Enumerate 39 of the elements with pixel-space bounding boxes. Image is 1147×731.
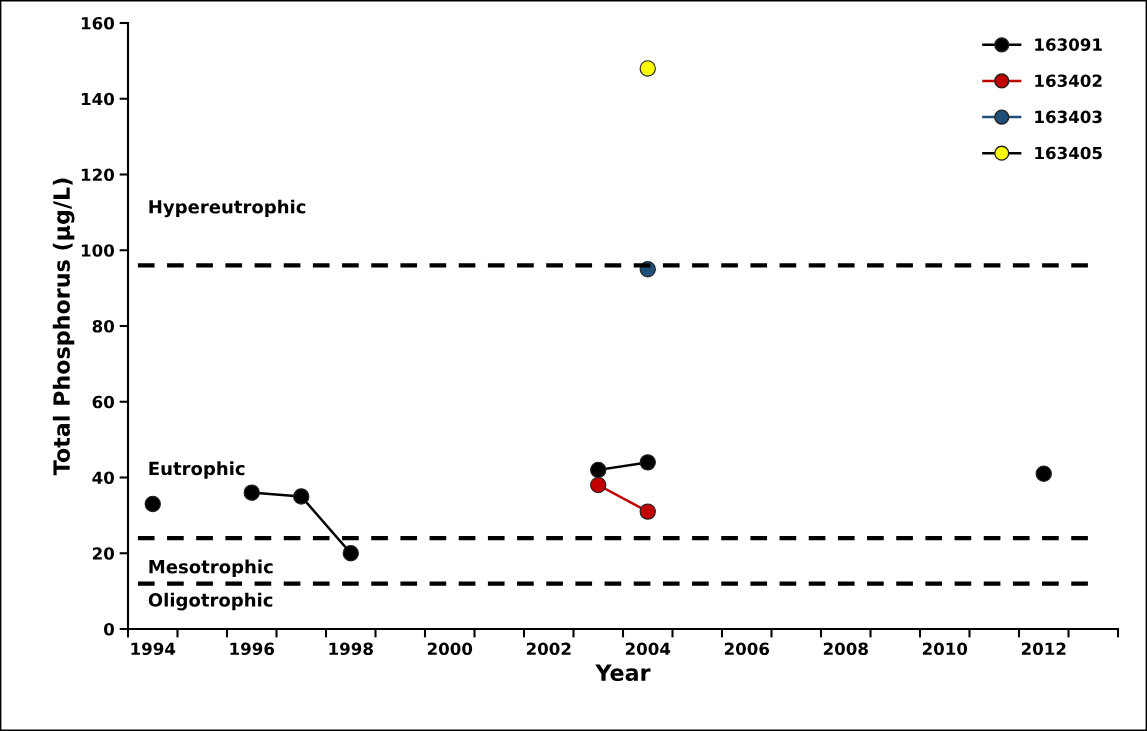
y-tick-label: 80	[92, 319, 115, 333]
point	[590, 476, 607, 494]
point	[243, 484, 260, 501]
point	[590, 461, 607, 479]
x-tick-label: 1994	[131, 642, 176, 656]
legend-label: 163091	[1035, 38, 1102, 51]
annotation: Eutrophic	[149, 461, 245, 479]
point	[293, 488, 310, 505]
x-tick-label: 2008	[823, 642, 868, 656]
y-tick-label: 40	[92, 471, 115, 485]
point	[1035, 465, 1052, 482]
y-axis-title: Total Phosphorus (µg/L)	[52, 178, 75, 476]
legend-label: 163403	[1035, 110, 1102, 124]
y-tick-label: 0	[104, 622, 115, 636]
point	[144, 495, 161, 513]
x-axis-title: Year	[595, 664, 651, 682]
y-tick-label: 160	[81, 16, 115, 30]
x-tick-label: 1996	[230, 642, 275, 656]
annotation: Oligotrophic	[148, 592, 273, 611]
y-tick-label: 20	[92, 547, 115, 560]
y-tick-label: 120	[81, 168, 115, 182]
x-tick-label: 2006	[724, 642, 770, 656]
legend-label: 163402	[1035, 74, 1102, 88]
x-tick-label: 2002	[526, 642, 571, 656]
point	[342, 545, 359, 562]
point	[639, 503, 656, 520]
annotation: Mesotrophic	[149, 559, 273, 578]
point	[639, 454, 656, 471]
y-tick-label: 140	[81, 92, 115, 106]
x-tick-label: 2010	[922, 642, 968, 656]
y-tick-label: 100	[81, 244, 115, 257]
x-tick-label: 1998	[329, 642, 373, 656]
y-tick-label: 60	[92, 395, 115, 409]
x-tick-label: 2012	[1021, 642, 1066, 656]
legend-label: 163405	[1035, 146, 1102, 160]
annotation: Hypereutrophic	[149, 199, 306, 218]
x-tick-label: 2004	[625, 642, 671, 656]
point	[639, 60, 656, 77]
x-tick-label: 2000	[427, 642, 473, 656]
